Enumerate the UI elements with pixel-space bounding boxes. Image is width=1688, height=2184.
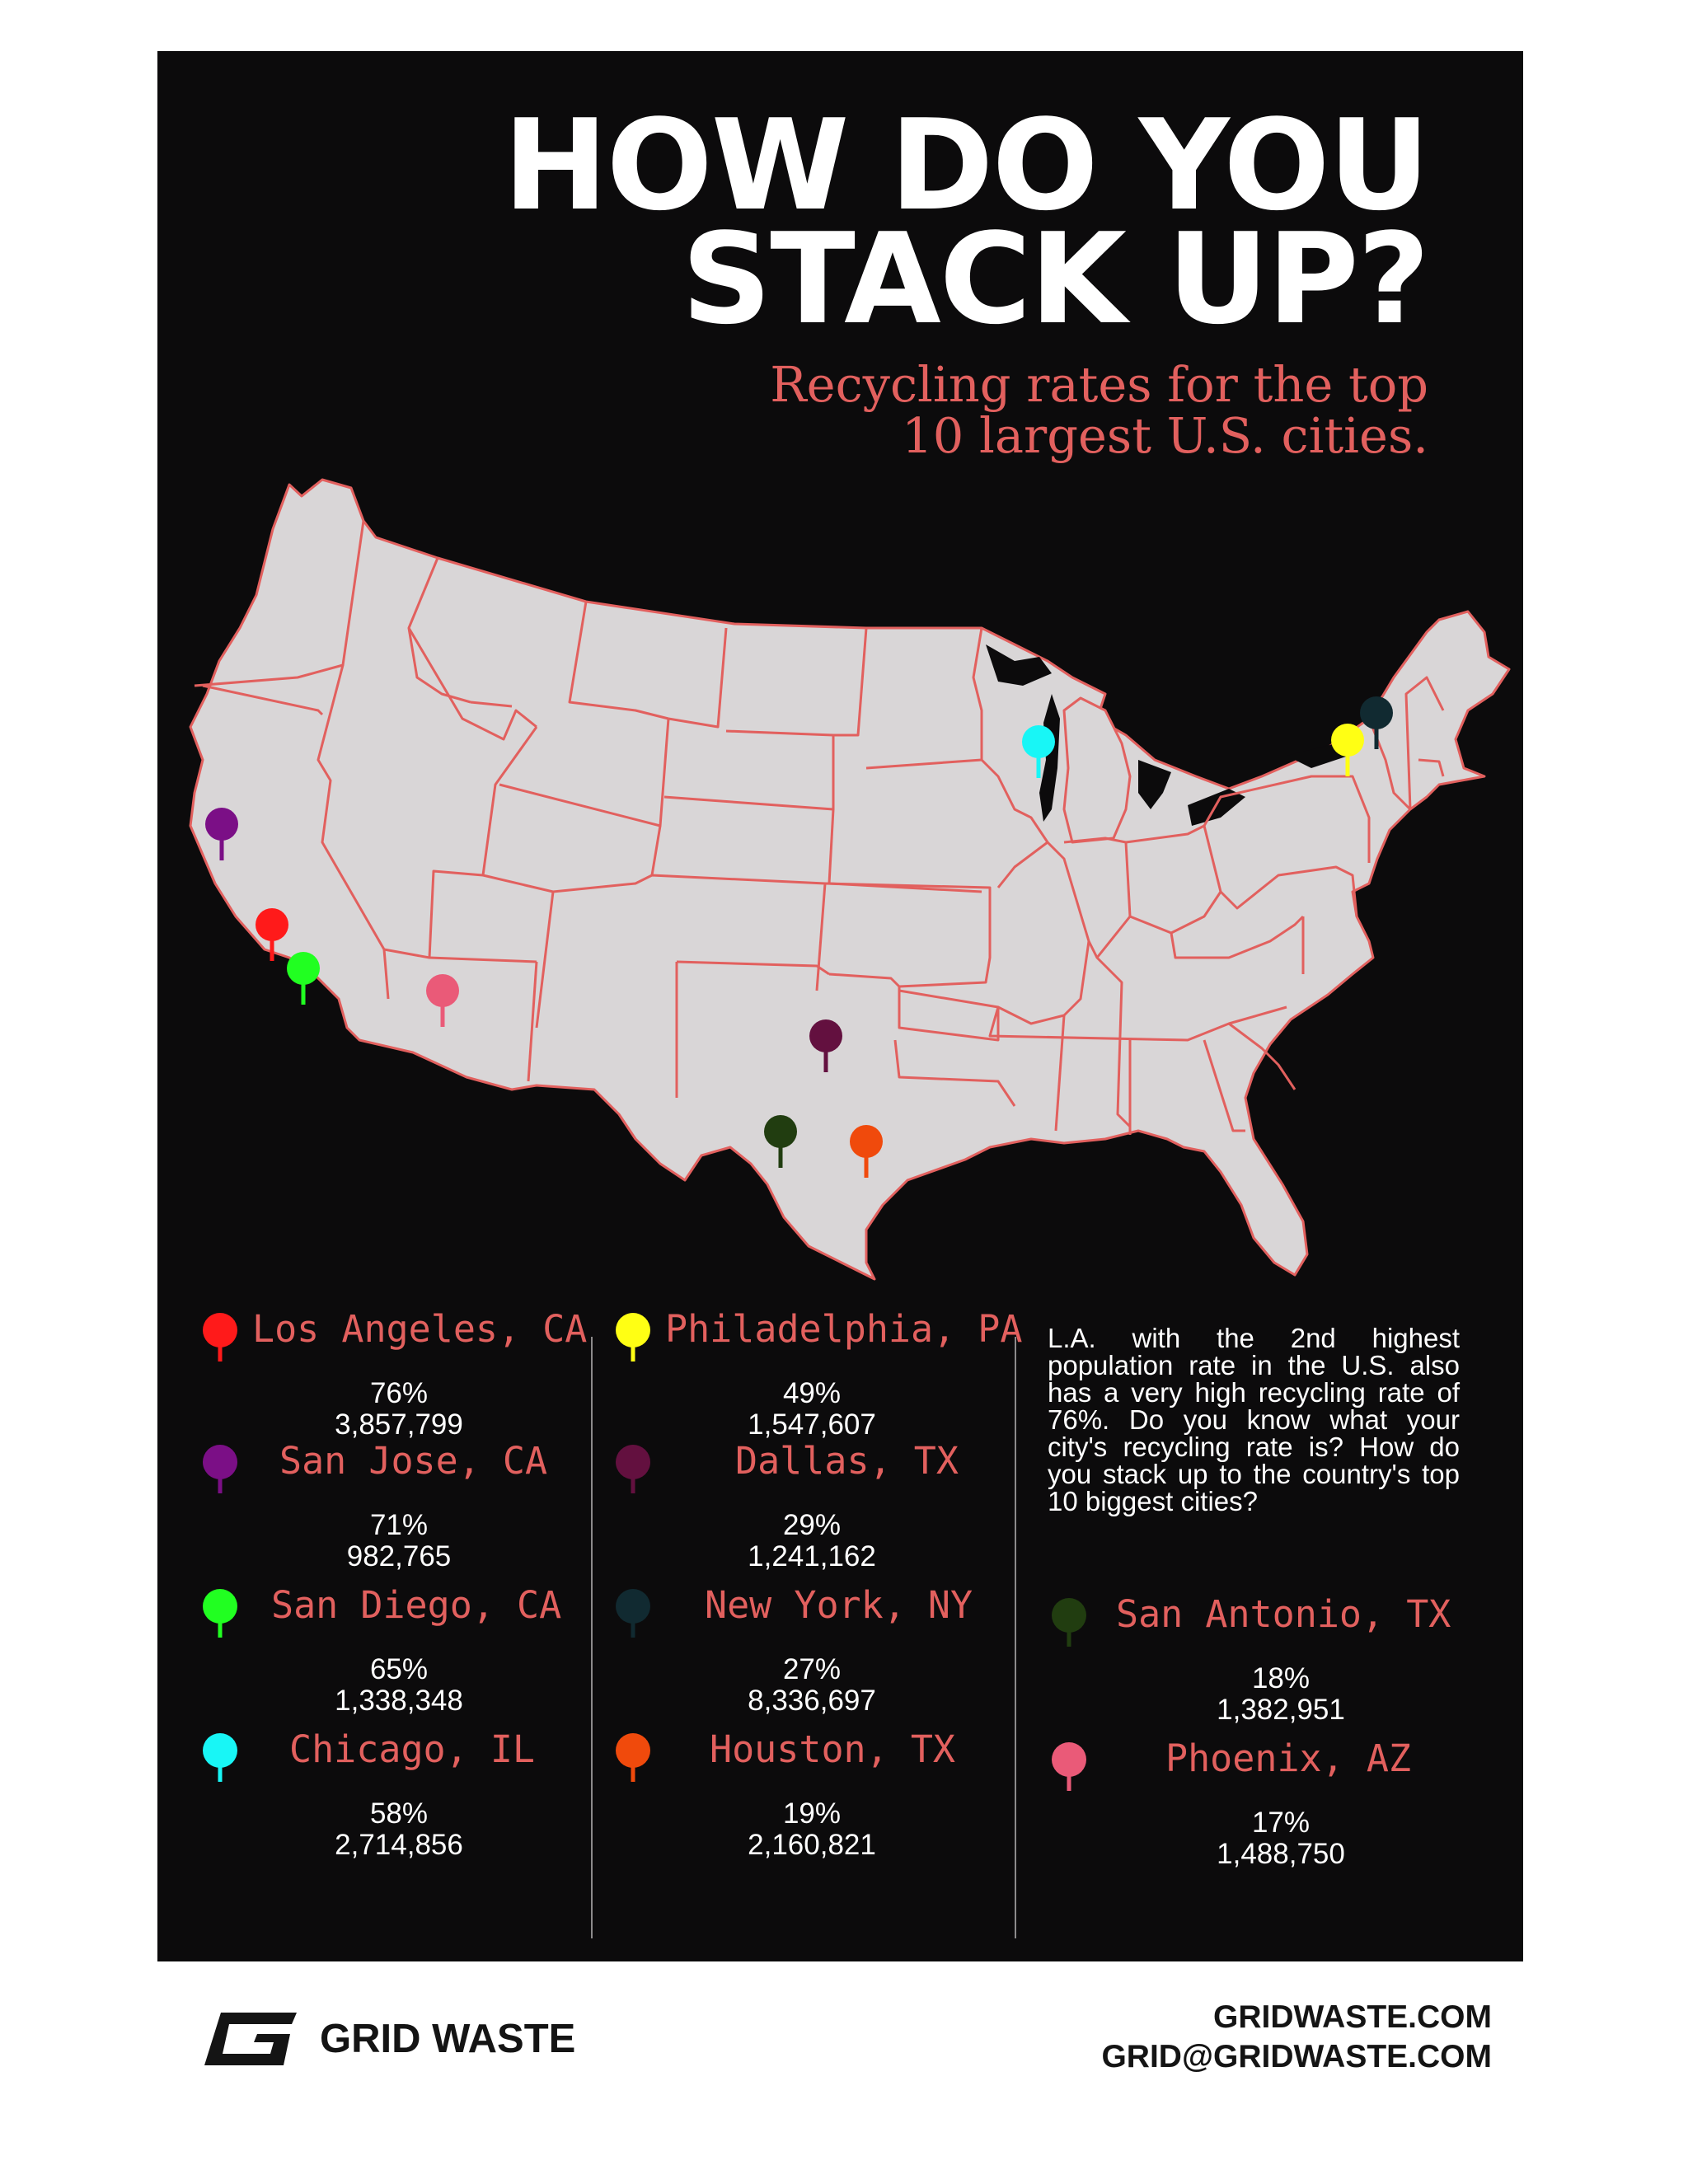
pin-icon: [616, 1589, 650, 1638]
city-name: San Jose, CA: [279, 1439, 548, 1483]
population: 2,160,821: [748, 1829, 876, 1861]
legend-column-1: Los Angeles, CA 76% 3,857,799 San Jose, …: [201, 1307, 587, 1877]
legend-entry: San Diego, CA 65% 1,338,348: [201, 1583, 561, 1732]
city-name: Dallas, TX: [735, 1439, 959, 1483]
population: 1,241,162: [748, 1540, 876, 1572]
pin-san-jose: [205, 808, 238, 860]
headline: HOW DO YOU STACK UP?: [274, 92, 1430, 352]
population: 8,336,697: [748, 1685, 876, 1717]
pin-houston: [850, 1125, 883, 1178]
pin-icon: [203, 1445, 237, 1493]
divider: [1015, 1337, 1016, 1938]
pin-icon: [616, 1733, 650, 1782]
pin-icon: [616, 1313, 650, 1361]
legend-entry: New York, NY 27% 8,336,697: [614, 1583, 1010, 1732]
recycling-rate: 58%: [369, 1797, 429, 1830]
recycling-rate: 19%: [782, 1797, 842, 1830]
us-outline: [189, 478, 1511, 1281]
legend-entry: Chicago, IL 58% 2,714,856: [201, 1727, 535, 1877]
pin-new-york: [1360, 696, 1393, 749]
city-name: San Diego, CA: [271, 1583, 562, 1627]
us-map: [189, 478, 1511, 1281]
city-name: New York, NY: [705, 1583, 973, 1627]
subtitle-line-1: Recycling rates for the top: [770, 356, 1428, 413]
city-name: Chicago, IL: [289, 1727, 536, 1771]
population: 1,382,951: [1217, 1694, 1345, 1726]
state-borders: [194, 520, 1445, 1135]
map-pins: [205, 696, 1393, 1178]
legend-entry: Philadelphia, PA 49% 1,547,607: [614, 1307, 1022, 1444]
contact-info: GRIDWASTE.COM GRID@GRIDWASTE.COM: [1101, 1998, 1492, 2077]
brand-name: GRID WASTE: [320, 2017, 576, 2061]
subtitle-line-2: 10 largest U.S. cities.: [902, 407, 1428, 464]
headline-line-2: STACK UP?: [681, 206, 1430, 352]
recycling-rate: 29%: [782, 1509, 842, 1541]
pin-icon: [616, 1445, 650, 1493]
legend-entry: Dallas, TX 29% 1,241,162: [614, 1439, 1010, 1588]
recycling-rate: 49%: [782, 1377, 842, 1409]
legend-entry: Los Angeles, CA 76% 3,857,799: [201, 1307, 587, 1444]
website-link[interactable]: GRIDWASTE.COM: [1213, 1999, 1492, 2035]
city-name: Philadelphia, PA: [665, 1307, 1023, 1351]
subtitle: Recycling rates for the top 10 largest U…: [439, 359, 1428, 462]
legend-column-2: Philadelphia, PA 49% 1,547,607 Dallas, T…: [614, 1307, 1022, 1877]
pin-san-diego: [287, 952, 320, 1005]
population: 1,488,750: [1217, 1838, 1345, 1870]
recycling-rate: 76%: [369, 1377, 429, 1409]
recycling-rate: 71%: [369, 1509, 429, 1541]
population: 982,765: [346, 1540, 452, 1572]
poster: HOW DO YOU STACK UP? Recycling rates for…: [157, 51, 1523, 1961]
city-name: Houston, TX: [710, 1727, 956, 1771]
pin-dallas: [809, 1019, 842, 1072]
city-name: Los Angeles, CA: [252, 1307, 588, 1351]
pin-phoenix: [426, 974, 459, 1027]
recycling-rate: 27%: [782, 1653, 842, 1685]
legend-entry: Phoenix, AZ 17% 1,488,750: [1050, 1736, 1479, 1886]
population: 2,714,856: [335, 1829, 463, 1861]
legend-entry: Houston, TX 19% 2,160,821: [614, 1727, 1010, 1877]
pin-philadelphia: [1331, 724, 1364, 776]
population: 1,338,348: [335, 1685, 463, 1717]
city-name: Phoenix, AZ: [1165, 1736, 1412, 1780]
recycling-rate: 17%: [1251, 1807, 1311, 1839]
grid-waste-logo-icon: [204, 2013, 297, 2065]
pin-icon: [203, 1589, 237, 1638]
info-paragraph: L.A. with the 2nd highest population rat…: [1048, 1323, 1460, 1516]
email-link[interactable]: GRID@GRIDWASTE.COM: [1101, 2039, 1492, 2074]
legend-column-3: San Antonio, TX 18% 1,382,951 Phoenix, A…: [1050, 1592, 1479, 1886]
divider: [591, 1337, 593, 1938]
recycling-rate: 18%: [1251, 1662, 1311, 1694]
pin-icon: [203, 1313, 237, 1361]
city-name: San Antonio, TX: [1116, 1592, 1451, 1636]
population: 1,547,607: [748, 1408, 876, 1441]
pin-icon: [203, 1733, 237, 1782]
recycling-rate: 65%: [369, 1653, 429, 1685]
population: 3,857,799: [335, 1408, 463, 1441]
legend-entry: San Antonio, TX 18% 1,382,951: [1050, 1592, 1479, 1741]
pin-san-antonio: [764, 1115, 797, 1168]
legend-entry: San Jose, CA 71% 982,765: [201, 1439, 547, 1588]
headline-line-1: HOW DO YOU: [503, 92, 1430, 238]
pin-icon: [1052, 1598, 1086, 1647]
pin-chicago: [1022, 725, 1055, 778]
pin-los-angeles: [256, 908, 288, 961]
pin-icon: [1052, 1742, 1086, 1791]
